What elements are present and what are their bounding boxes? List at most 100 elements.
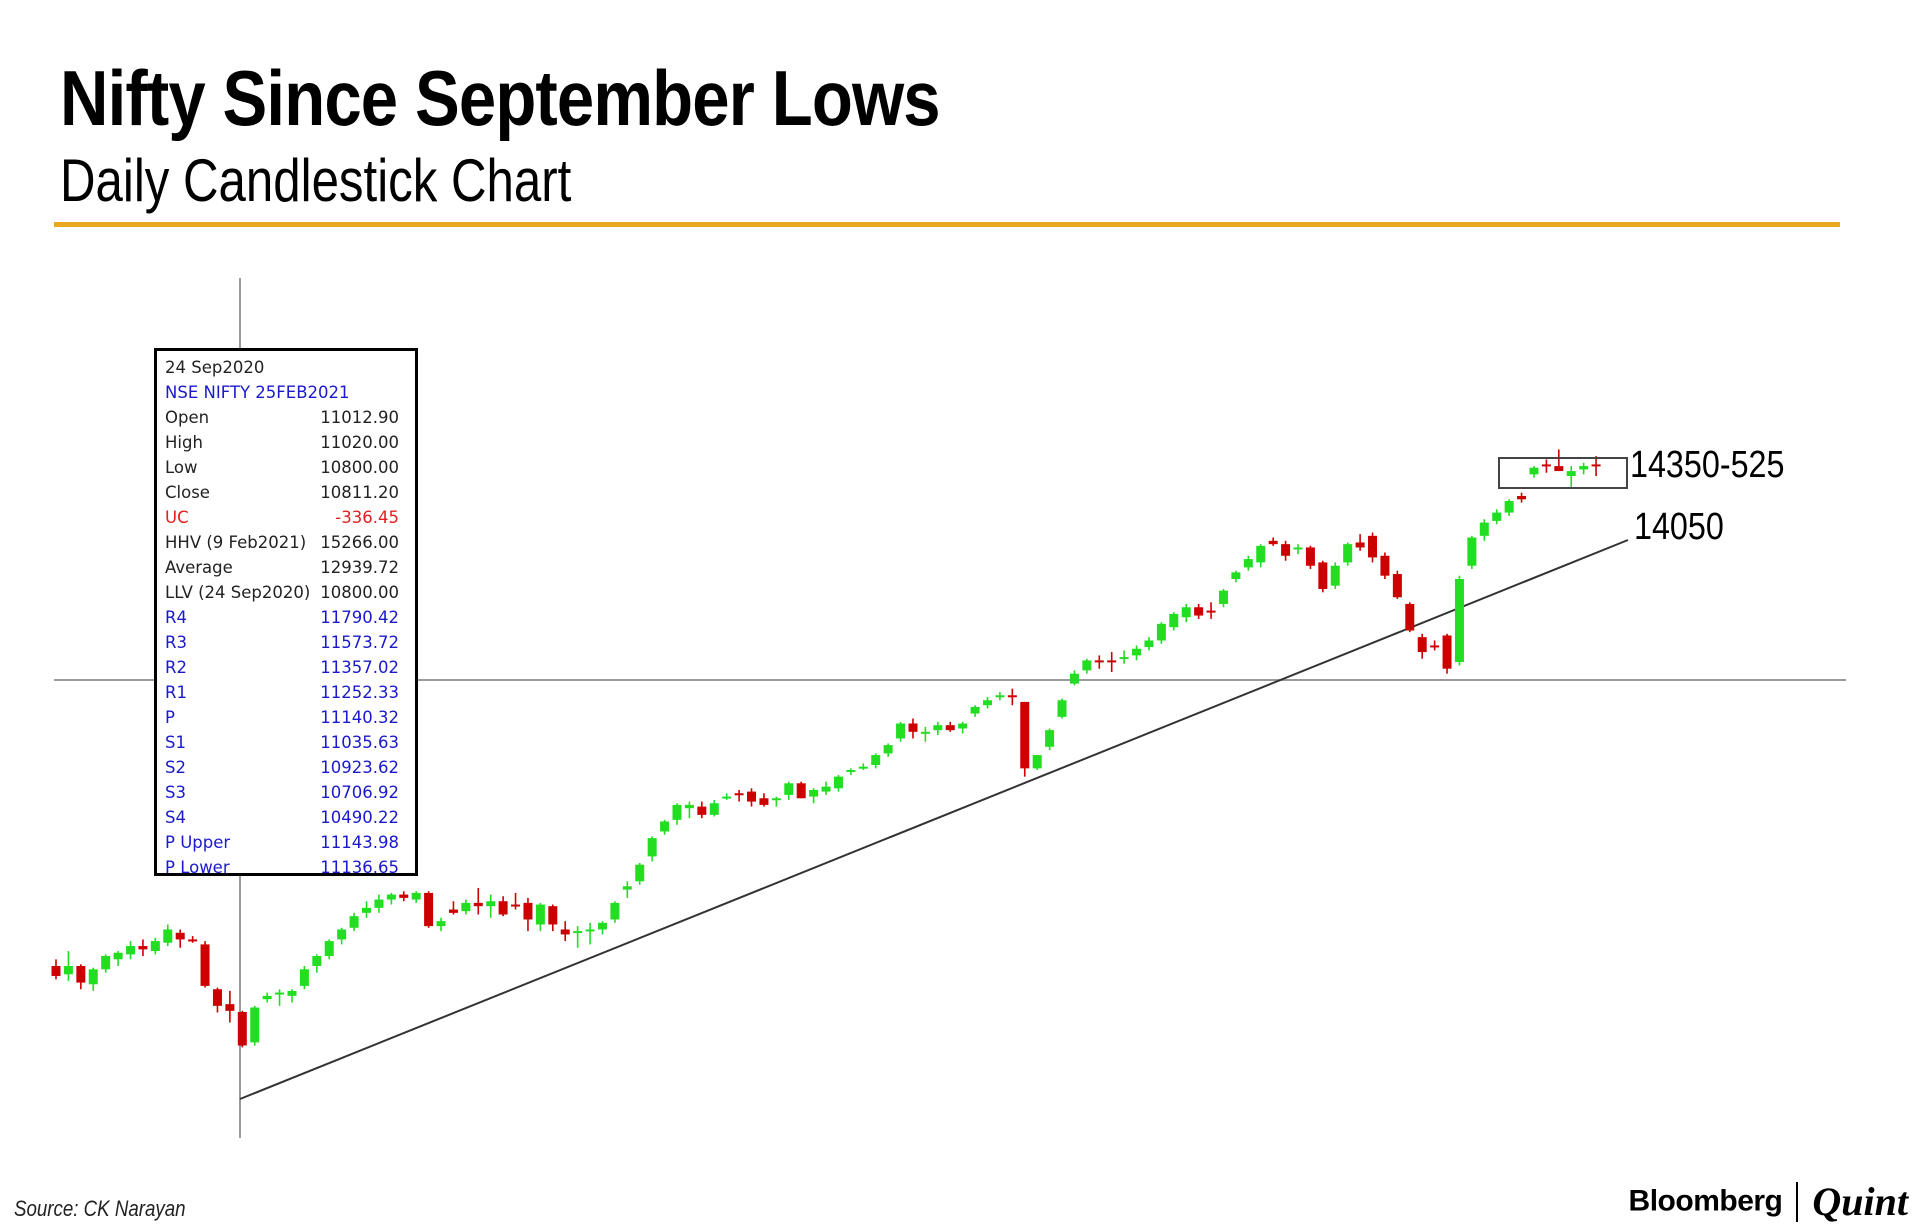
info-row-value: 11140.32	[320, 708, 399, 727]
info-row: P 11140.32	[165, 705, 399, 730]
candle-body	[126, 946, 136, 955]
candle-body	[1069, 673, 1079, 684]
candle-body	[436, 921, 446, 927]
candle-body	[1132, 648, 1142, 656]
candle-body	[1579, 466, 1589, 470]
info-row-label: R3	[165, 633, 187, 652]
candle-body	[933, 725, 943, 731]
source-note: Source: CK Narayan	[14, 1196, 186, 1221]
info-row: R2 11357.02	[165, 655, 399, 680]
candle-body	[1492, 512, 1502, 521]
candle-body	[1194, 607, 1204, 616]
info-instrument: NSE NIFTY 25FEB2021	[165, 383, 350, 402]
candle-body	[399, 894, 409, 898]
candle-body	[250, 1007, 260, 1043]
candle-body	[275, 992, 285, 995]
candle-body	[722, 796, 732, 799]
candle-body	[1169, 613, 1179, 628]
info-row-label: UC	[165, 508, 189, 527]
candle-body	[362, 907, 371, 913]
info-row-label: HHV (9 Feb2021)	[165, 533, 307, 552]
candle-body	[498, 901, 508, 915]
candle-body	[1517, 495, 1527, 500]
candle-body	[200, 944, 210, 986]
candle-body	[1343, 544, 1353, 563]
candle-body	[1368, 535, 1378, 558]
support-zone-label: 14350-525	[1630, 444, 1785, 486]
candle-body	[1281, 544, 1291, 556]
candle-body	[63, 965, 73, 975]
candle-body	[784, 783, 794, 795]
page-subtitle: Daily Candlestick Chart	[60, 147, 572, 214]
info-row: LLV (24 Sep2020) 10800.00	[165, 580, 399, 605]
info-row-value: 10706.92	[320, 783, 399, 802]
info-row-label: P Lower	[165, 858, 230, 877]
info-row-label: Low	[165, 458, 198, 477]
candle-body	[560, 929, 570, 935]
candle-body	[535, 904, 545, 925]
ohlc-info-panel: 24 Sep2020 NSE NIFTY 25FEB2021 Open 11012…	[154, 348, 418, 877]
info-row: HHV (9 Feb2021) 15266.00	[165, 530, 399, 555]
candle-body	[324, 941, 334, 957]
brand-bloomberg: Bloomberg	[1628, 1184, 1783, 1218]
candle-body	[386, 894, 396, 900]
info-row-value: 11790.42	[320, 608, 399, 627]
candle-body	[983, 700, 992, 706]
candle-body	[76, 965, 86, 983]
info-row: S1 11035.63	[165, 730, 399, 755]
info-row-value: 10800.00	[320, 583, 399, 602]
candle-body	[1057, 700, 1067, 717]
candle-body	[1504, 500, 1514, 513]
candle-body	[88, 969, 98, 985]
info-row-label: S3	[165, 783, 186, 802]
candle-body	[1020, 701, 1030, 769]
page-title: Nifty Since September Lows	[60, 54, 941, 142]
info-row-value: 11012.90	[320, 408, 399, 427]
brand-quint: Quint	[1812, 1179, 1908, 1224]
info-row-label: R2	[165, 658, 187, 677]
info-row-value: 11573.72	[320, 633, 399, 652]
candle-body	[287, 990, 297, 996]
candle-body	[51, 965, 61, 976]
candle-body	[1218, 590, 1228, 604]
info-row-label: S4	[165, 808, 186, 827]
candle-body	[920, 731, 930, 734]
candle-body	[1479, 522, 1489, 536]
candle-body	[473, 902, 483, 907]
info-row-label: S2	[165, 758, 186, 777]
candle-body	[1293, 547, 1303, 550]
info-row-label: High	[165, 433, 203, 452]
info-row: High 11020.00	[165, 430, 399, 455]
candle-body	[1330, 565, 1340, 586]
candle-body	[212, 989, 222, 1006]
candle-body	[312, 956, 322, 966]
candle-body	[871, 755, 881, 766]
candle-body	[771, 798, 781, 801]
info-row: P Upper 11143.98	[165, 830, 399, 855]
info-row-value: 12939.72	[320, 558, 399, 577]
candle-body	[573, 931, 583, 934]
candle-body	[1417, 637, 1427, 653]
candle-body	[113, 952, 123, 960]
candle-body	[1454, 579, 1464, 663]
candle-body	[1256, 545, 1266, 563]
candle-body	[188, 939, 198, 942]
candle-body	[1442, 635, 1452, 669]
info-row: Close 10811.20	[165, 480, 399, 505]
candle-body	[548, 906, 558, 925]
info-row-value: 11035.63	[320, 733, 399, 752]
info-row-value: 15266.00	[320, 533, 399, 552]
info-row-label: LLV (24 Sep2020)	[165, 583, 311, 602]
candle-body	[175, 932, 185, 940]
candle-body	[709, 803, 719, 815]
candle-body	[299, 969, 309, 986]
info-row-value: 10800.00	[320, 458, 399, 477]
candle-body	[833, 776, 843, 789]
candle-body	[1181, 607, 1191, 618]
candle-body	[1318, 562, 1328, 589]
candle-body	[337, 929, 347, 940]
candle-body	[1156, 623, 1166, 641]
candle-body	[374, 899, 384, 908]
info-row: Low 10800.00	[165, 455, 399, 480]
info-row-label: Close	[165, 483, 210, 502]
